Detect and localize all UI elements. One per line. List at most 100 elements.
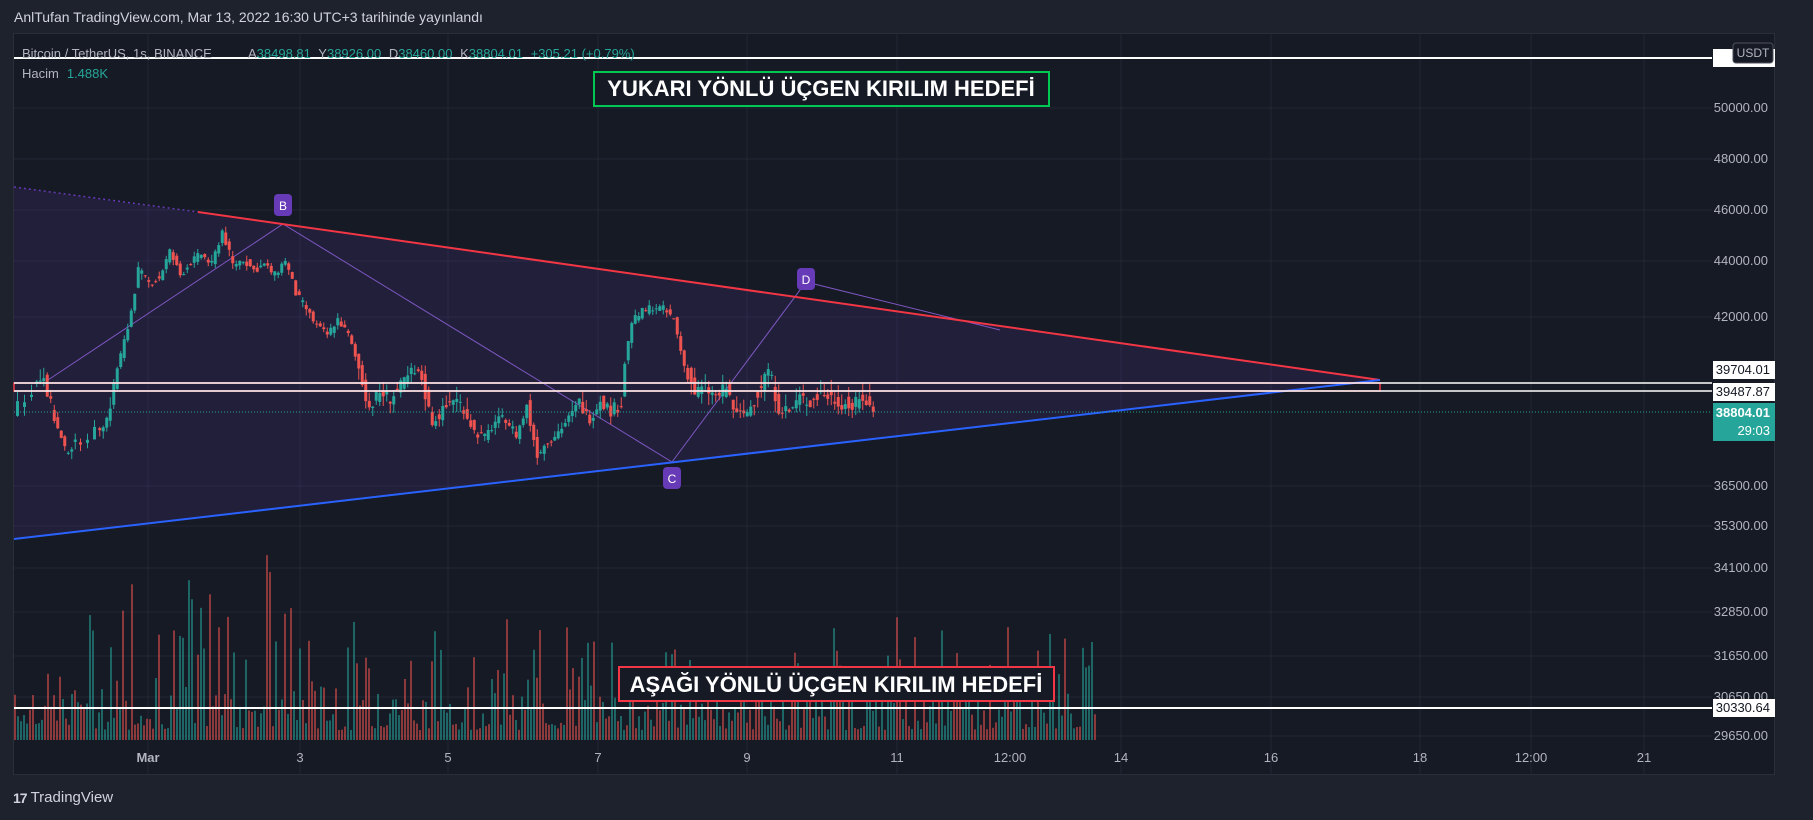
candle-body <box>693 377 697 395</box>
volume-bar <box>209 594 211 740</box>
candle-body <box>532 424 536 440</box>
volume-bar <box>92 630 94 740</box>
volume-bar <box>293 691 295 740</box>
x-tick-label: 9 <box>743 750 750 765</box>
volume-bar <box>311 681 313 740</box>
x-tick-label: 7 <box>594 750 601 765</box>
svg-text:30330.64: 30330.64 <box>1716 700 1770 715</box>
candle-body <box>535 436 539 458</box>
candle-body <box>675 317 679 335</box>
volume-bar <box>761 669 763 740</box>
volume-bar <box>998 709 1000 740</box>
attribution-header: AnlTufan TradingView.com, Mar 13, 2022 1… <box>14 9 483 25</box>
volume-bar <box>263 706 265 740</box>
volume-bar <box>461 722 463 740</box>
volume-bar <box>401 709 403 740</box>
triangle-fill <box>14 187 1380 539</box>
volume-bar <box>1040 707 1042 740</box>
candle-body <box>63 436 67 447</box>
volume-bar <box>908 726 910 740</box>
volume-bar <box>368 668 370 740</box>
volume-bar <box>623 729 625 740</box>
pattern-point-b[interactable]: B <box>274 194 292 216</box>
volume-bar <box>893 702 895 740</box>
volume-bar <box>446 712 448 740</box>
candle-body <box>619 406 623 408</box>
volume-bar <box>848 667 850 740</box>
candle-body <box>658 306 662 311</box>
candle-body <box>616 409 620 413</box>
volume-bar <box>374 728 376 740</box>
volume-bar <box>1043 712 1045 740</box>
volume-bar <box>332 714 334 740</box>
volume-bar <box>845 729 847 740</box>
volume-bar <box>1046 723 1048 740</box>
volume-bar <box>491 679 493 740</box>
volume-bar <box>644 711 646 740</box>
candle-body <box>301 300 305 303</box>
volume-bar <box>611 642 613 740</box>
candle-body <box>262 263 266 266</box>
volume-bar <box>107 721 109 740</box>
top-target-annotation[interactable]: YUKARI YÖNLÜ ÜÇGEN KIRILIM HEDEFİ <box>593 71 1050 107</box>
candle-body <box>73 439 77 442</box>
volume-bar <box>707 687 709 740</box>
volume-bar <box>143 725 145 740</box>
volume-bar <box>1025 724 1027 740</box>
volume-bar <box>524 709 526 740</box>
volume-bar <box>992 727 994 740</box>
candle-body <box>549 441 553 443</box>
volume-bar <box>419 729 421 740</box>
candle-body <box>175 255 179 265</box>
candle-body <box>16 401 19 416</box>
candle-body <box>871 406 875 412</box>
currency-badge[interactable]: USDT <box>1732 42 1774 64</box>
bottom-target-annotation[interactable]: AŞAĞI YÖNLÜ ÜÇGEN KIRILIM HEDEFİ <box>618 666 1055 702</box>
volume-bar <box>95 728 97 740</box>
pattern-point-c[interactable]: C <box>663 467 681 489</box>
volume-bar <box>617 721 619 740</box>
tradingview-footer[interactable]: 17 TradingView <box>13 789 113 806</box>
volume-bar <box>641 729 643 740</box>
y-tick-label: 46000.00 <box>1714 202 1768 217</box>
candle-body <box>777 394 781 414</box>
volume-bar <box>827 729 829 740</box>
candle-body <box>276 272 280 275</box>
candle-body <box>854 396 858 407</box>
x-tick-label: Mar <box>136 750 159 765</box>
candle-body <box>850 402 854 410</box>
volume-bar <box>227 616 229 740</box>
candle-body <box>52 409 56 421</box>
candle-body <box>689 367 693 383</box>
volume-bar <box>791 686 793 740</box>
volume-bar <box>716 673 718 740</box>
candle-body <box>308 309 312 313</box>
volume-bar <box>905 667 907 740</box>
volume-bar <box>98 712 100 740</box>
volume-bar <box>20 721 22 740</box>
volume-bar <box>221 715 223 740</box>
pattern-point-d[interactable]: D <box>797 268 815 290</box>
candle-body <box>59 430 63 438</box>
candle-body <box>836 396 840 407</box>
candle-body <box>469 420 473 427</box>
candle-body <box>686 367 690 380</box>
candle-body <box>780 412 784 414</box>
candle-body <box>591 417 595 421</box>
candle-body <box>486 429 490 440</box>
candle-body <box>171 252 175 260</box>
candle-body <box>406 375 410 384</box>
candle-body <box>136 267 140 288</box>
volume-bar <box>950 710 952 740</box>
volume-bar <box>944 725 946 740</box>
candle-body <box>210 260 214 263</box>
volume-bar <box>164 728 166 740</box>
volume-bar <box>236 727 238 740</box>
candle-body <box>752 405 756 407</box>
volume-bar <box>29 709 31 740</box>
volume-bar <box>812 717 814 740</box>
volume-bar <box>686 724 688 740</box>
volume-bar <box>824 716 826 740</box>
candle-body <box>567 415 571 422</box>
